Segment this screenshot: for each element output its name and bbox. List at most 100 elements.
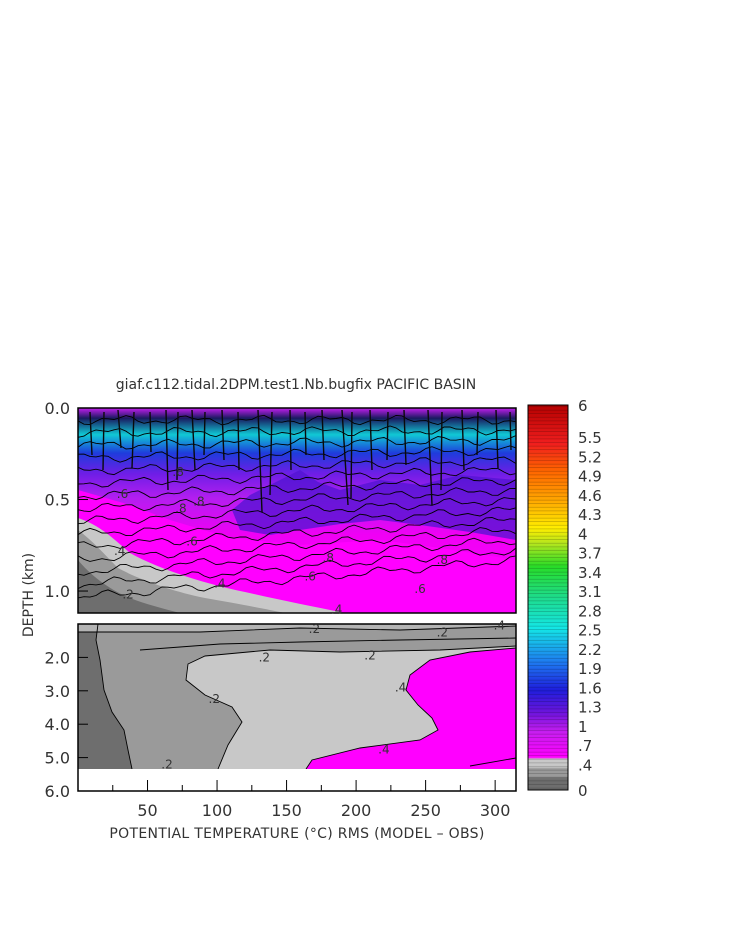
y-tick-label: 3.0	[45, 682, 70, 701]
contour-label: .4	[378, 742, 389, 756]
upper-panel-frame	[77, 407, 517, 614]
contour-label: .6	[414, 582, 425, 596]
x-tick-label: 200	[341, 801, 372, 820]
colorbar: 65.55.24.94.64.343.73.43.12.82.52.21.91.…	[527, 397, 602, 800]
upper-contour	[78, 414, 516, 426]
upper-contour	[78, 467, 516, 488]
lower-contour	[305, 647, 516, 769]
lower-contour-lines	[78, 624, 516, 769]
colorbar-frame	[527, 404, 569, 791]
upper-contour	[78, 555, 516, 599]
upper-contour	[78, 547, 516, 590]
upper-contour	[78, 506, 516, 536]
colorbar-label: 0	[578, 782, 588, 800]
contour-label: .2	[309, 622, 320, 636]
colorbar-label: 3.4	[578, 564, 602, 582]
contour-label: .2	[161, 757, 172, 771]
contour-label: .6	[186, 535, 197, 549]
lower-dark-gray-region	[78, 624, 132, 769]
upper-contour	[78, 477, 516, 501]
lower-magenta-region	[306, 648, 516, 769]
lower-panel-frame	[77, 623, 517, 792]
y-axis-upper: 0.0 0.5 1.0	[45, 399, 88, 601]
contour-label: .4	[114, 544, 125, 558]
upper-mid-gray-region	[78, 530, 285, 613]
lower-panel	[78, 624, 516, 769]
contour-label: .8	[323, 551, 334, 565]
lower-contour	[185, 645, 516, 769]
upper-contour	[78, 517, 516, 549]
contour-label: .2	[437, 625, 448, 639]
y-tick-label: 6.0	[45, 782, 70, 801]
x-tick-label: 100	[202, 801, 233, 820]
contour-label: .8	[193, 494, 204, 508]
colorbar-label: 4	[578, 525, 588, 543]
contour-label: .8	[175, 502, 186, 516]
colorbar-label: 4.3	[578, 506, 602, 524]
colorbar-label: 5.5	[578, 429, 602, 447]
y-tick-label: 5.0	[45, 749, 70, 768]
x-tick-label: 250	[410, 801, 441, 820]
colorbar-label: .4	[578, 756, 592, 774]
colorbar-label: 4.9	[578, 468, 602, 486]
upper-contour	[78, 537, 516, 576]
lower-contour	[139, 637, 516, 651]
colorbar-label: 3.1	[578, 583, 602, 601]
colorbar-label: 2.5	[578, 622, 602, 640]
contour-label: .4	[331, 602, 342, 616]
contour-labels: .4 .2 .6 .8 .8 .8 .6 .4 .8 .6 .8 .6 .4 .2 .2 .4 .2 .2 .2 .4…	[114, 465, 505, 771]
contour-label: .4	[494, 619, 505, 633]
colorbar-label: 1.9	[578, 660, 602, 678]
upper-dark-gray-region	[78, 560, 180, 613]
lower-contour	[469, 757, 516, 767]
contour-label: .4	[214, 577, 225, 591]
contour-label: .2	[122, 588, 133, 602]
colorbar-label: .7	[578, 737, 592, 755]
x-tick-label: 300	[480, 801, 511, 820]
x-axis-label: POTENTIAL TEMPERATURE (°C) RMS (MODEL – …	[109, 826, 484, 842]
contour-label: .8	[437, 553, 448, 567]
y-tick-label: 2.0	[45, 648, 70, 667]
upper-contour	[78, 456, 516, 476]
y-axis-lower: 2.0 3.0 4.0 5.0 6.0	[45, 648, 88, 801]
colorbar-label: 1.3	[578, 699, 602, 717]
contour-label: .2	[364, 649, 375, 663]
upper-contour	[78, 527, 516, 562]
lower-contour	[95, 624, 133, 769]
colorbar-label: 5.2	[578, 448, 602, 466]
contour-label: .6	[304, 569, 315, 583]
colorbar-labels: 65.55.24.94.64.343.73.43.12.82.52.21.91.…	[578, 397, 602, 800]
y-tick-label: 1.0	[45, 582, 70, 601]
x-axis: 50 100 150 200 250 300	[112, 780, 511, 820]
upper-contour	[78, 487, 516, 513]
contour-label: .2	[259, 650, 270, 664]
upper-surface-turbulence	[89, 409, 512, 513]
lower-contour	[78, 625, 516, 633]
upper-panel	[78, 408, 516, 613]
y-tick-label: 0.0	[45, 399, 70, 418]
upper-contour	[78, 497, 516, 525]
colorbar-label: 2.8	[578, 602, 602, 620]
chart-title: giaf.c112.tidal.2DPM.test1.Nb.bugfix PAC…	[116, 377, 477, 393]
contour-label: .6	[117, 487, 128, 501]
y-tick-label: 0.5	[45, 491, 70, 510]
colorbar-label: 1	[578, 718, 588, 736]
colorbar-label: 6	[578, 397, 588, 415]
lower-bottom-strip	[78, 769, 516, 791]
upper-contour	[78, 445, 516, 463]
contour-label: .2	[209, 692, 220, 706]
contour-label: .8	[172, 465, 183, 479]
colorbar-label: 2.2	[578, 641, 602, 659]
colorbar-label: 4.6	[578, 487, 602, 505]
upper-deep-purple-region	[232, 470, 516, 540]
contour-label: .4	[395, 680, 406, 694]
x-tick-label: 50	[137, 801, 157, 820]
colorbar-label: 3.7	[578, 545, 602, 563]
upper-contour-lines	[78, 414, 516, 599]
y-axis-label: DEPTH (km)	[21, 553, 37, 637]
x-tick-label: 150	[271, 801, 302, 820]
y-tick-label: 4.0	[45, 715, 70, 734]
colorbar-bands	[528, 405, 568, 790]
colorbar-label: 1.6	[578, 679, 602, 697]
